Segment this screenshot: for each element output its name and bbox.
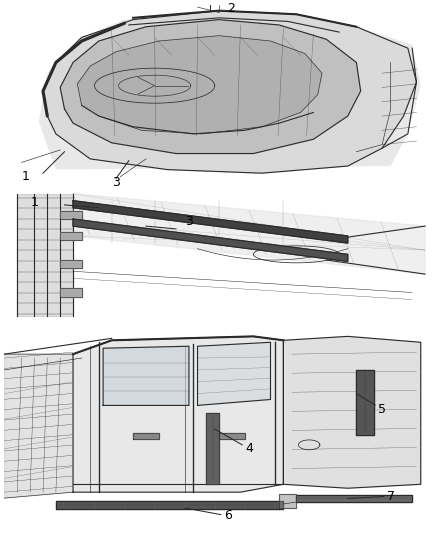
Text: 1: 1 — [22, 170, 30, 183]
Polygon shape — [219, 433, 245, 439]
Polygon shape — [283, 336, 421, 488]
Text: 4: 4 — [215, 429, 253, 455]
Text: 2: 2 — [228, 3, 236, 15]
Polygon shape — [198, 342, 271, 406]
Polygon shape — [73, 193, 425, 274]
Polygon shape — [279, 494, 296, 508]
Text: 7: 7 — [348, 490, 395, 503]
Polygon shape — [60, 232, 81, 240]
Polygon shape — [206, 413, 219, 484]
Text: 5: 5 — [357, 393, 386, 416]
Text: 3: 3 — [185, 215, 193, 228]
Polygon shape — [60, 260, 81, 269]
Polygon shape — [296, 495, 412, 502]
Polygon shape — [60, 211, 81, 219]
Polygon shape — [73, 219, 348, 261]
Text: 6: 6 — [185, 508, 232, 522]
Polygon shape — [73, 336, 283, 492]
Polygon shape — [56, 501, 283, 509]
Polygon shape — [60, 20, 360, 154]
Text: 1: 1 — [31, 196, 39, 208]
Polygon shape — [43, 11, 417, 173]
Polygon shape — [357, 370, 374, 435]
Polygon shape — [133, 433, 159, 439]
Polygon shape — [78, 36, 322, 134]
Polygon shape — [60, 288, 81, 297]
Polygon shape — [4, 354, 73, 498]
Polygon shape — [103, 346, 189, 406]
Text: 3: 3 — [112, 175, 120, 189]
Polygon shape — [39, 12, 421, 169]
Polygon shape — [17, 193, 73, 317]
Polygon shape — [73, 201, 348, 243]
